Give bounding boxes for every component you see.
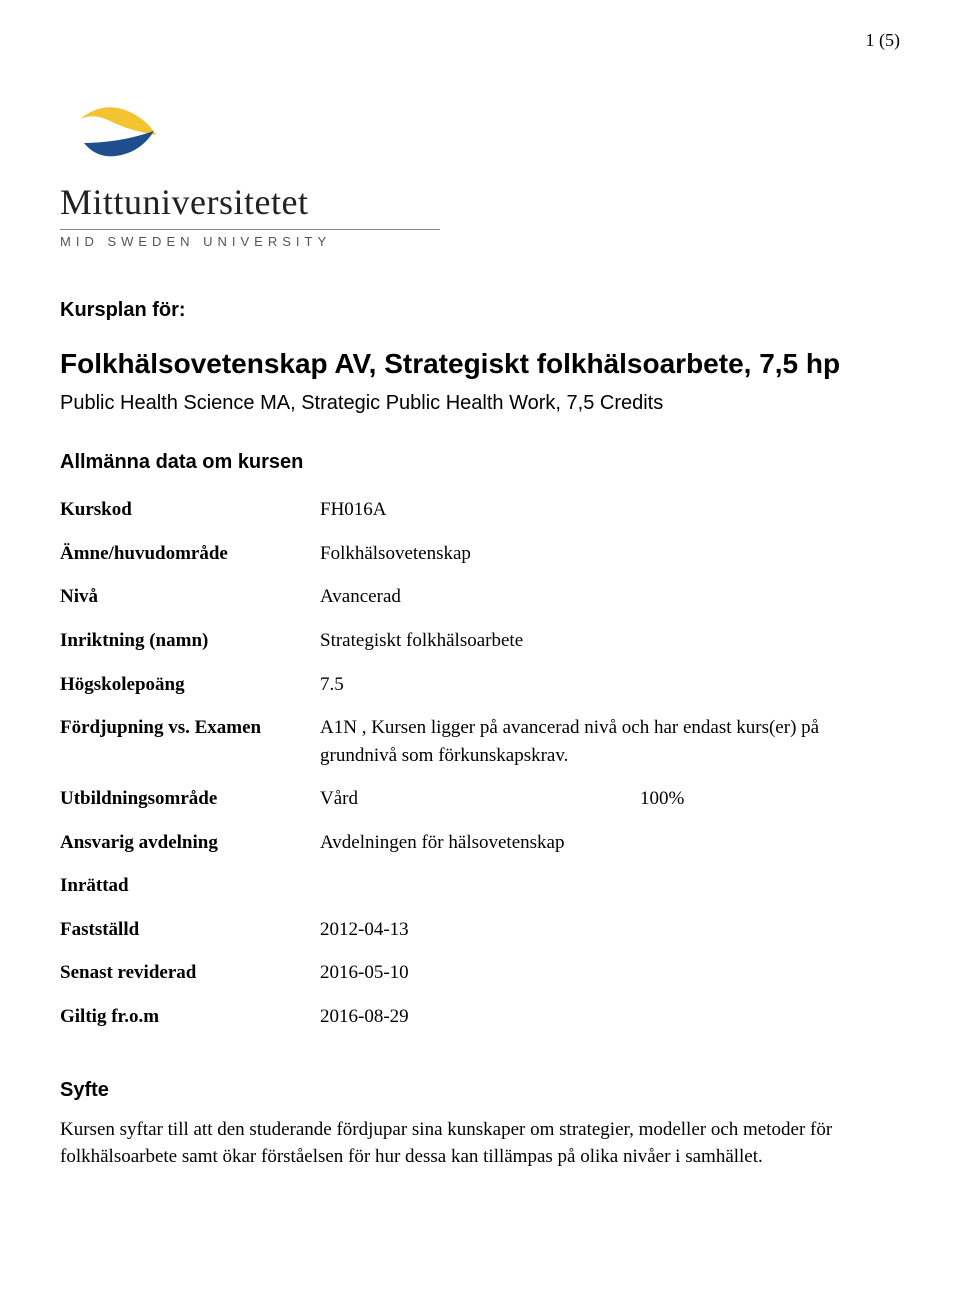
field-label: Giltig fr.o.m [60,995,320,1039]
kursplan-for-label: Kursplan för: [60,299,900,322]
field-label: Fördjupning vs. Examen [60,706,320,777]
field-label: Nivå [60,575,320,619]
field-label: Kurskod [60,488,320,532]
field-label: Fastställd [60,908,320,952]
table-row: Inriktning (namn) Strategiskt folkhälsoa… [60,619,900,663]
course-data-table: Kurskod FH016A Ämne/huvudområde Folkhäls… [60,488,900,1038]
field-label: Senast reviderad [60,951,320,995]
field-label: Utbildningsområde [60,777,320,821]
logo-subtitle: MID SWEDEN UNIVERSITY [60,234,900,249]
field-value [320,864,900,908]
table-row: Högskolepoäng 7.5 [60,663,900,707]
field-value: 2016-05-10 [320,951,900,995]
course-title-swedish: Folkhälsovetenskap AV, Strategiskt folkh… [60,346,900,382]
utbildningsomrade-percent: 100% [640,788,684,809]
field-value: 2016-08-29 [320,995,900,1039]
syfte-body-text: Kursen syftar till att den studerande fö… [60,1116,900,1171]
table-row: Ämne/huvudområde Folkhälsovetenskap [60,532,900,576]
logo-wordmark: Mittuniversitetet [60,181,900,223]
field-value: FH016A [320,488,900,532]
section-heading-allmanna: Allmänna data om kursen [60,451,900,474]
table-row: Nivå Avancerad [60,575,900,619]
university-logo-block: Mittuniversitetet MID SWEDEN UNIVERSITY [60,91,900,249]
table-row: Inrättad [60,864,900,908]
section-heading-syfte: Syfte [60,1079,900,1102]
table-row: Utbildningsområde Vård100% [60,777,900,821]
utbildningsomrade-value: Vård [320,785,640,813]
table-row: Fördjupning vs. Examen A1N , Kursen ligg… [60,706,900,777]
table-row: Kurskod FH016A [60,488,900,532]
field-label: Ämne/huvudområde [60,532,320,576]
field-value: 7.5 [320,663,900,707]
field-label: Inrättad [60,864,320,908]
field-value: 2012-04-13 [320,908,900,952]
field-value: Avdelningen för hälsovetenskap [320,821,900,865]
field-label: Inriktning (namn) [60,619,320,663]
field-value: Vård100% [320,777,900,821]
mittuniversitetet-logo-icon [60,91,170,171]
field-value: A1N , Kursen ligger på avancerad nivå oc… [320,706,900,777]
table-row: Giltig fr.o.m 2016-08-29 [60,995,900,1039]
field-value: Folkhälsovetenskap [320,532,900,576]
field-label: Ansvarig avdelning [60,821,320,865]
field-value: Avancerad [320,575,900,619]
table-row: Ansvarig avdelning Avdelningen för hälso… [60,821,900,865]
field-label: Högskolepoäng [60,663,320,707]
field-value: Strategiskt folkhälsoarbete [320,619,900,663]
logo-divider [60,229,440,230]
course-title-english: Public Health Science MA, Strategic Publ… [60,392,900,415]
table-row: Senast reviderad 2016-05-10 [60,951,900,995]
table-row: Fastställd 2012-04-13 [60,908,900,952]
page-number: 1 (5) [60,30,900,51]
